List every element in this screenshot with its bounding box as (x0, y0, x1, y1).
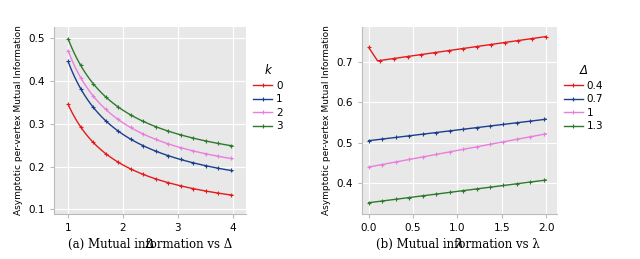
1.3 (542, 178, 550, 182)
3 (229, 144, 237, 147)
0.4 (408, 54, 416, 57)
1 (170, 156, 178, 159)
2 (177, 146, 184, 149)
0 (229, 194, 237, 197)
2 (164, 142, 172, 145)
0 (170, 183, 178, 186)
0.7 (365, 139, 372, 142)
0.7 (486, 125, 494, 128)
0.4 (413, 54, 420, 57)
3 (210, 141, 218, 144)
2 (210, 154, 218, 157)
1 (164, 154, 172, 157)
3 (137, 119, 145, 122)
0 (210, 191, 218, 194)
0.4 (438, 50, 446, 53)
Line: 1.3: 1.3 (366, 178, 548, 205)
0 (177, 184, 184, 187)
0 (137, 172, 145, 175)
Line: 0.7: 0.7 (366, 117, 548, 143)
0.7 (522, 120, 530, 123)
0 (164, 181, 172, 184)
2 (162, 141, 170, 145)
0.4 (374, 59, 381, 62)
X-axis label: λ: λ (456, 238, 463, 251)
1 (444, 151, 451, 154)
0.4 (365, 46, 372, 49)
0.7 (479, 125, 487, 128)
0.7 (470, 126, 478, 130)
2 (170, 144, 178, 147)
0.4 (542, 35, 550, 38)
1.3 (473, 187, 481, 190)
2 (229, 157, 237, 160)
1 (473, 145, 481, 148)
1 (137, 143, 145, 146)
Line: 2: 2 (66, 48, 235, 161)
Line: 0.4: 0.4 (366, 34, 548, 63)
Y-axis label: Asymptotic per-vertex Mutual Information: Asymptotic per-vertex Mutual Information (321, 25, 330, 215)
0.7 (473, 126, 481, 129)
3 (164, 130, 172, 133)
Line: 3: 3 (66, 36, 235, 148)
1 (177, 158, 184, 161)
1.3 (479, 186, 487, 190)
1 (162, 153, 170, 156)
1.3 (486, 186, 494, 189)
1.3 (470, 188, 478, 191)
1 (479, 144, 487, 147)
3 (170, 132, 178, 135)
1 (470, 146, 478, 149)
1.3 (365, 201, 372, 204)
1.3 (522, 181, 530, 184)
2 (137, 131, 145, 134)
1 (210, 166, 218, 169)
1 (64, 60, 72, 63)
0.7 (444, 130, 451, 133)
2 (64, 49, 72, 52)
1 (522, 136, 530, 139)
X-axis label: Δ: Δ (146, 238, 155, 251)
Legend: 0.4, 0.7, 1, 1.3: 0.4, 0.7, 1, 1.3 (561, 61, 607, 135)
Line: 0: 0 (66, 102, 235, 198)
0.4 (496, 42, 504, 45)
Text: (b) Mutual information vs λ: (b) Mutual information vs λ (376, 238, 540, 251)
1 (542, 132, 550, 135)
0 (64, 103, 72, 106)
1 (486, 143, 494, 146)
1 (365, 166, 372, 169)
3 (64, 37, 72, 40)
0.4 (436, 50, 444, 53)
Text: (a) Mutual information vs Δ: (a) Mutual information vs Δ (68, 238, 232, 251)
1 (229, 169, 237, 172)
Legend: 0, 1, 2, 3: 0, 1, 2, 3 (250, 61, 286, 135)
0.7 (542, 118, 550, 121)
Y-axis label: Asymptotic per-vertex Mutual Information: Asymptotic per-vertex Mutual Information (14, 25, 23, 215)
Line: 1: 1 (366, 131, 548, 169)
0 (162, 181, 170, 184)
0.4 (468, 46, 476, 49)
3 (162, 129, 170, 132)
3 (177, 133, 184, 136)
1.3 (444, 191, 451, 194)
Line: 1: 1 (66, 59, 235, 173)
